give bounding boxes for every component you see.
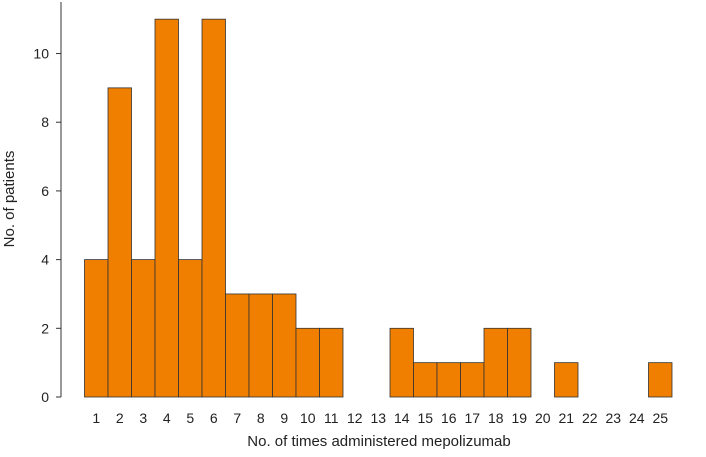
x-tick-label: 15 bbox=[417, 410, 433, 426]
bar-5 bbox=[178, 259, 203, 398]
x-tick-label: 17 bbox=[464, 410, 480, 426]
bar-21 bbox=[554, 362, 579, 398]
x-tick-label: 18 bbox=[488, 410, 504, 426]
x-tick-label: 11 bbox=[324, 410, 339, 426]
x-tick-label: 2 bbox=[116, 410, 124, 426]
x-tick-label: 14 bbox=[394, 410, 410, 426]
bar-18 bbox=[483, 327, 508, 398]
bar-7 bbox=[225, 293, 250, 398]
bar-1 bbox=[84, 259, 109, 398]
x-tick-label: 10 bbox=[300, 410, 316, 426]
x-tick-label: 9 bbox=[280, 410, 288, 426]
x-axis-title: No. of times administered mepolizumab bbox=[247, 433, 510, 450]
x-tick-label: 19 bbox=[511, 410, 527, 426]
y-tick-label: 2 bbox=[41, 320, 49, 336]
bar-19 bbox=[507, 327, 532, 398]
x-tick-label: 21 bbox=[558, 410, 574, 426]
x-tick-label: 3 bbox=[139, 410, 147, 426]
bar-8 bbox=[248, 293, 273, 398]
x-tick-label: 5 bbox=[186, 410, 194, 426]
x-tick-label: 22 bbox=[582, 410, 598, 426]
x-tick-label: 23 bbox=[605, 410, 621, 426]
x-tick-label: 6 bbox=[210, 410, 218, 426]
y-tick-label: 0 bbox=[41, 389, 49, 405]
x-tick-label: 4 bbox=[163, 410, 171, 426]
bar-15 bbox=[413, 362, 438, 398]
bar-14 bbox=[389, 327, 414, 398]
bar-6 bbox=[201, 18, 226, 398]
bar-17 bbox=[460, 362, 485, 398]
x-axis: 1 2 3 4 5 6 7 8 9 10 11 12 13 14 15 16 17 18 19 20 21 22 23 24 2… bbox=[92, 410, 668, 426]
x-tick-label: 1 bbox=[92, 410, 100, 426]
x-tick-label: 25 bbox=[652, 410, 668, 426]
bar-3 bbox=[131, 259, 156, 398]
x-tick-label: 7 bbox=[233, 410, 241, 426]
bar-4 bbox=[154, 18, 179, 398]
bar-11 bbox=[319, 327, 344, 398]
bar-10 bbox=[295, 327, 320, 398]
bar-9 bbox=[272, 293, 297, 398]
x-tick-label: 16 bbox=[441, 410, 457, 426]
y-axis-title: No. of patients bbox=[1, 151, 18, 248]
x-tick-label: 20 bbox=[535, 410, 551, 426]
y-tick-label: 6 bbox=[41, 183, 49, 199]
bar-16 bbox=[436, 362, 461, 398]
y-tick-label: 4 bbox=[41, 252, 49, 268]
x-tick-label: 8 bbox=[257, 410, 265, 426]
bar-25 bbox=[648, 362, 673, 398]
x-tick-label: 24 bbox=[629, 410, 645, 426]
y-tick-label: 10 bbox=[33, 46, 49, 62]
bar-2 bbox=[107, 87, 132, 398]
y-tick-label: 8 bbox=[41, 114, 49, 130]
bars-group bbox=[84, 18, 673, 398]
y-axis: 0 2 4 6 8 10 bbox=[33, 2, 62, 405]
x-tick-label: 12 bbox=[347, 410, 363, 426]
x-tick-label: 13 bbox=[370, 410, 386, 426]
